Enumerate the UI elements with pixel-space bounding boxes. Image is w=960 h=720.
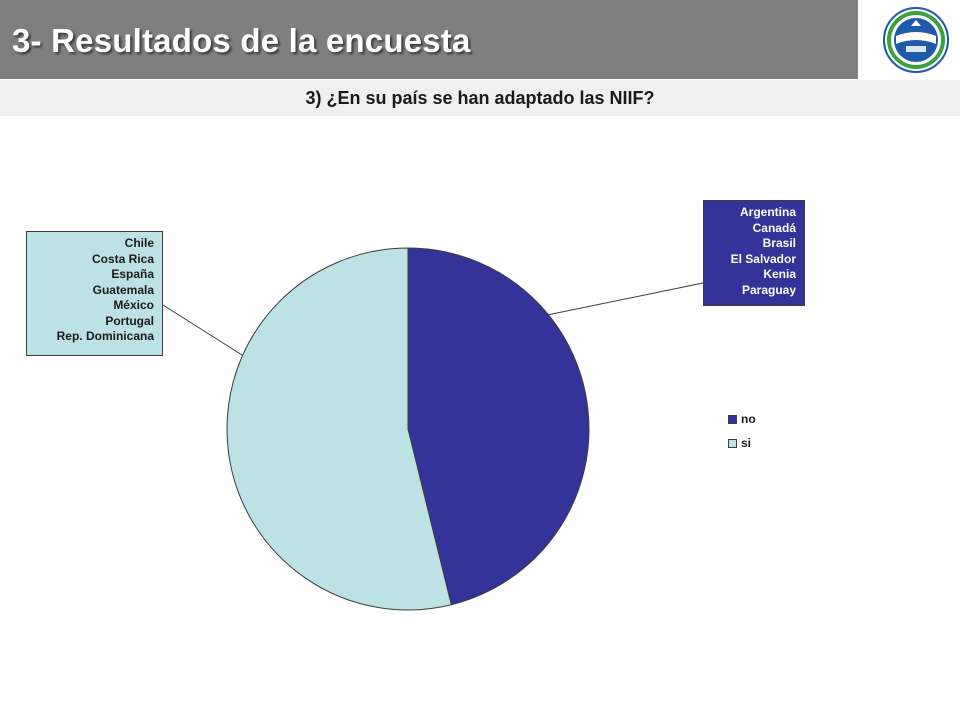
legend-item-si: si [728,431,756,455]
callout-country: Rep. Dominicana [56,329,154,343]
callout-country: Canadá [752,220,796,235]
legend-label-si: si [741,436,752,450]
callout-country: Kenia [763,267,796,281]
association-seal-logo-icon [883,7,949,73]
chart-question: 3) ¿En su país se han adaptado las NIIF? [305,88,655,108]
legend-label-no: no [741,412,756,426]
logo-area [858,0,960,79]
callout-country: Paraguay [741,282,796,297]
callout-country: Chile [124,236,154,250]
no-callout: Argentina Canadá Brasil El Salvador Keni… [703,200,805,306]
legend-swatch-no [728,414,737,424]
callout-country: México [113,298,154,312]
callout-country: España [111,267,154,281]
subtitle-bar [0,80,960,116]
callout-country: El Salvador [730,251,796,266]
callout-country: Brasil [762,236,796,250]
callout-country: Argentina [739,205,796,219]
leader-line-si [154,299,243,356]
pie-slice-no [407,247,590,606]
callout-country: Portugal [105,313,154,328]
pie-slice-si [226,247,452,611]
leader-line-no [548,282,704,316]
si-callout: Chile Costa Rica España Guatemala México… [26,231,163,356]
legend-item-no: no [728,407,756,431]
callout-country: Guatemala [92,282,154,297]
title-bar: 3- Resultados de la encuesta [0,0,858,79]
callout-country: Costa Rica [91,251,154,266]
chart-legend: no si [728,407,756,455]
legend-swatch-si [728,438,737,448]
slide-title: 3- Resultados de la encuesta [12,22,471,59]
